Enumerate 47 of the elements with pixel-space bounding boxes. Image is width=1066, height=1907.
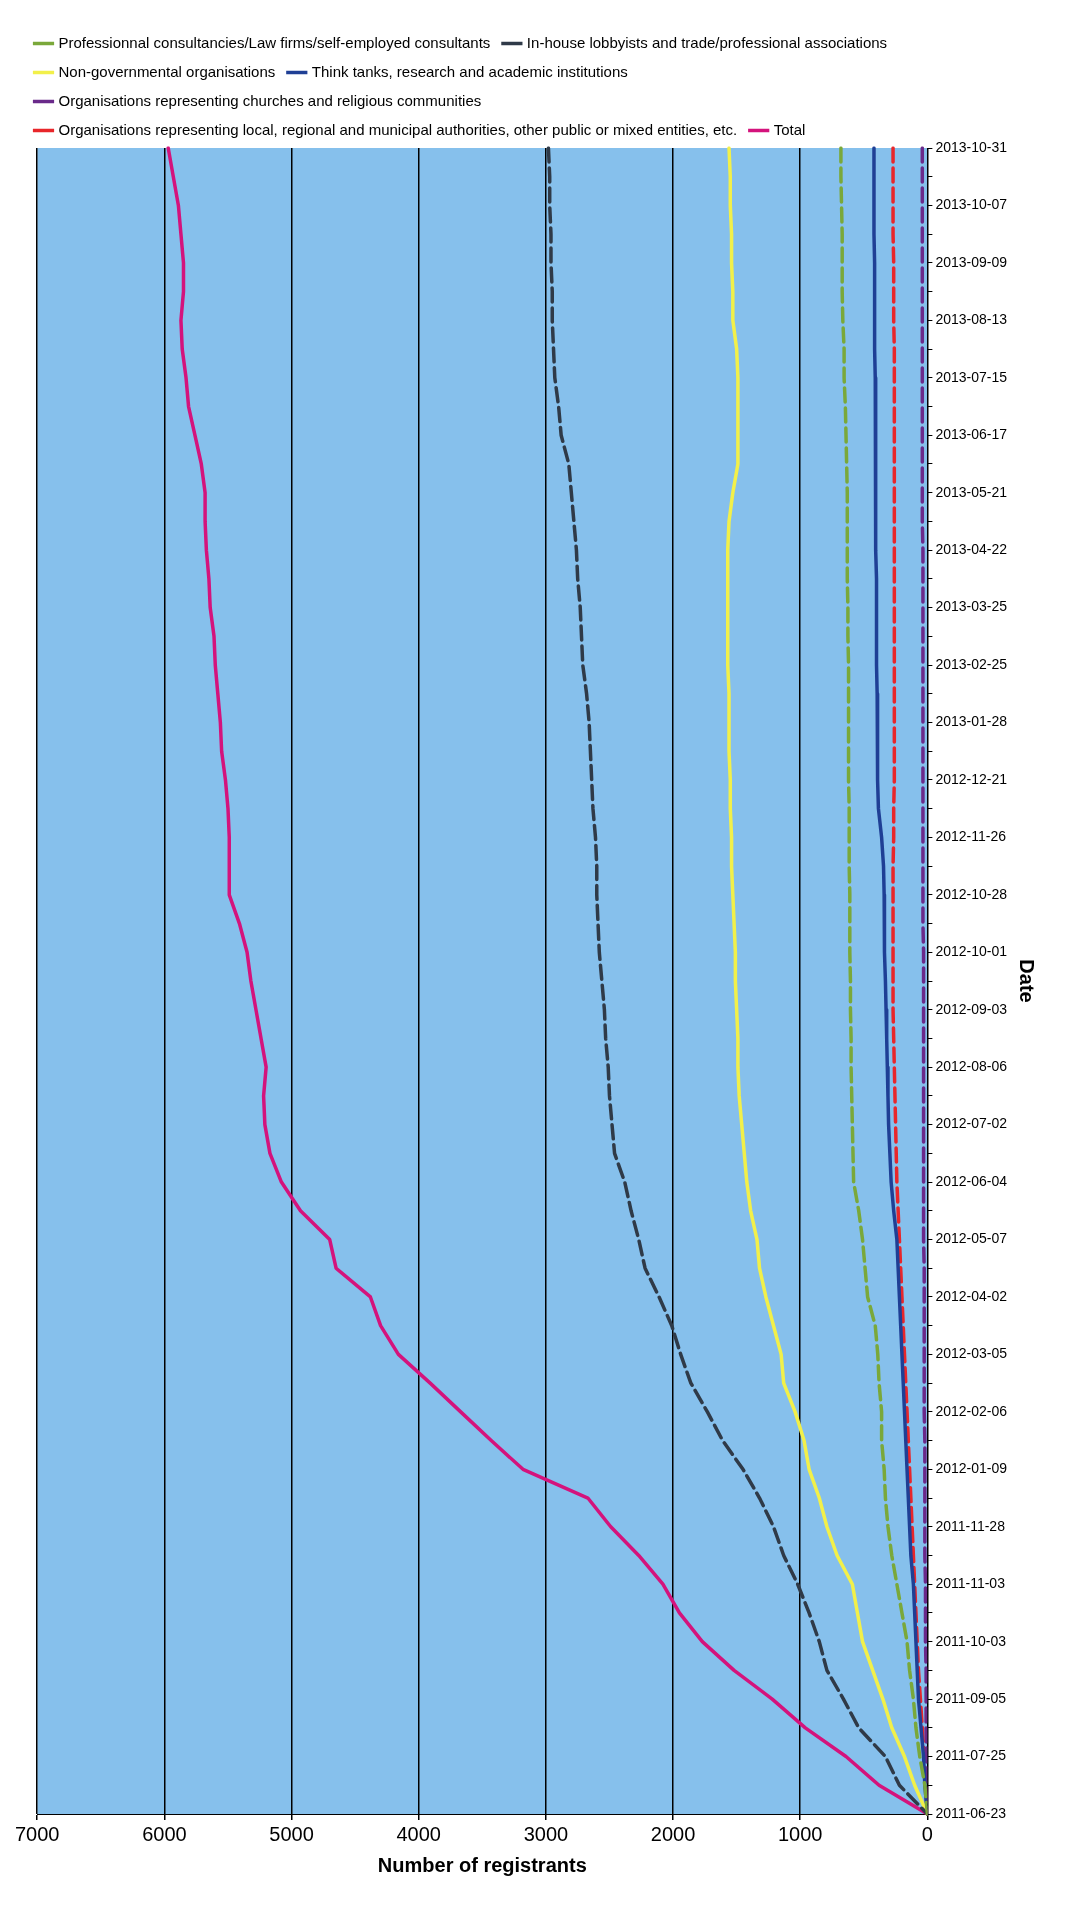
y-tick-label: 2012-01-09 xyxy=(935,1460,1008,1477)
y-tick-label: 2012-09-03 xyxy=(935,1000,1008,1017)
y-tick-label: 2012-11-26 xyxy=(935,828,1007,845)
y-tick-label: 2012-06-04 xyxy=(935,1172,1008,1189)
x-axis-title: Number of registrants xyxy=(377,1853,587,1876)
y-tick-label: 2012-12-21 xyxy=(935,770,1008,787)
x-tick-label: 7000 xyxy=(15,1822,60,1845)
y-tick-label: 2013-01-28 xyxy=(935,713,1008,730)
y-tick-label: 2011-11-03 xyxy=(935,1575,1006,1592)
x-tick-label: 6000 xyxy=(142,1822,187,1845)
y-tick-label: 2012-02-06 xyxy=(935,1402,1008,1419)
y-tick-label: 2011-07-25 xyxy=(935,1747,1007,1764)
legend-label: Total xyxy=(773,120,806,138)
y-tick-label: 2013-10-07 xyxy=(935,196,1008,213)
legend-label: Professionnal consultancies/Law firms/self-employed consultants xyxy=(58,33,491,51)
legend-label: Think tanks, research and academic institutions xyxy=(311,62,628,80)
y-tick-label: 2013-02-25 xyxy=(935,655,1008,672)
x-tick-label: 1000 xyxy=(777,1822,823,1845)
x-tick-label: 2000 xyxy=(650,1822,696,1845)
y-tick-label: 2013-04-22 xyxy=(935,541,1008,557)
legend-label: Organisations representing local, regional and municipal authorities, other public or mixed entities, etc. xyxy=(58,120,738,138)
legend-label: Non-governmental organisations xyxy=(58,62,276,80)
y-tick-label: 2013-03-25 xyxy=(935,598,1008,615)
x-tick-label: 4000 xyxy=(396,1822,441,1845)
y-axis-title: Date xyxy=(1016,959,1039,1003)
y-tick-label: 2011-06-23 xyxy=(935,1804,1007,1821)
y-tick-label: 2011-10-03 xyxy=(935,1632,1007,1649)
y-tick-label: 2013-06-17 xyxy=(935,426,1008,443)
y-tick-label: 2013-05-21 xyxy=(935,483,1008,500)
y-tick-label: 2013-09-09 xyxy=(935,253,1008,270)
x-tick-label: 0 xyxy=(921,1822,933,1845)
y-tick-label: 2013-07-15 xyxy=(935,368,1008,385)
y-tick-label: 2013-10-31 xyxy=(935,138,1008,155)
y-tick-label: 2012-10-01 xyxy=(935,943,1008,960)
y-tick-label: 2012-03-05 xyxy=(935,1345,1008,1362)
y-tick-label: 2013-08-13 xyxy=(935,311,1008,328)
legend-label: In-house lobbyists and trade/professional associations xyxy=(526,33,888,51)
legend-label: Organisations representing churches and religious communities xyxy=(58,91,482,109)
y-tick-label: 2012-05-07 xyxy=(935,1230,1008,1247)
x-tick-label: 5000 xyxy=(269,1822,314,1845)
y-tick-label: 2011-11-28 xyxy=(935,1517,1006,1534)
y-tick-label: 2011-09-05 xyxy=(935,1689,1007,1706)
y-tick-label: 2012-10-28 xyxy=(935,885,1008,902)
y-tick-label: 2012-04-02 xyxy=(935,1287,1008,1304)
x-tick-label: 3000 xyxy=(523,1822,569,1845)
y-tick-label: 2012-07-02 xyxy=(935,1115,1008,1132)
y-tick-label: 2012-08-06 xyxy=(935,1058,1008,1075)
